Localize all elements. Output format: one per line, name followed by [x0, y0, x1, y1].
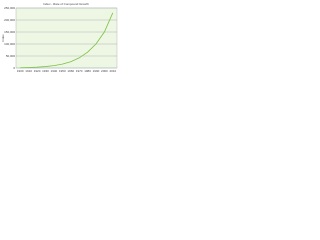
x-tick-label: 1940	[51, 69, 58, 73]
data-line	[20, 12, 114, 69]
x-tick-label: 1980	[84, 69, 91, 73]
x-tick-label: 1950	[59, 69, 66, 73]
x-tick-label: 1990	[93, 69, 100, 73]
x-tick-label: 1910	[25, 69, 32, 73]
page: Index - Rate of Compound Growth Index 0 5…	[0, 0, 320, 77]
x-tick-label: 1970	[76, 69, 83, 73]
y-tick-label: 0	[13, 66, 15, 70]
y-tick-label: 200,000	[4, 18, 15, 22]
x-tick-label: 2010	[109, 69, 116, 73]
y-tick-label: 100,000	[4, 42, 15, 46]
y-tick-label: 250,000	[4, 6, 15, 10]
x-tick-label: 1960	[67, 69, 74, 73]
chart: Index - Rate of Compound Growth Index 0 5…	[0, 0, 120, 77]
x-tick-label: 1930	[42, 69, 49, 73]
y-axis-label: Index	[1, 34, 5, 42]
plot-area	[15, 7, 118, 69]
chart-title: Index - Rate of Compound Growth	[43, 2, 89, 6]
y-tick-label: 50,000	[6, 54, 16, 58]
y-tick-label: 150,000	[4, 30, 15, 34]
x-tick-label: 1920	[34, 69, 41, 73]
x-tick-label: 1900	[17, 69, 24, 73]
x-tick-label: 2000	[101, 69, 108, 73]
